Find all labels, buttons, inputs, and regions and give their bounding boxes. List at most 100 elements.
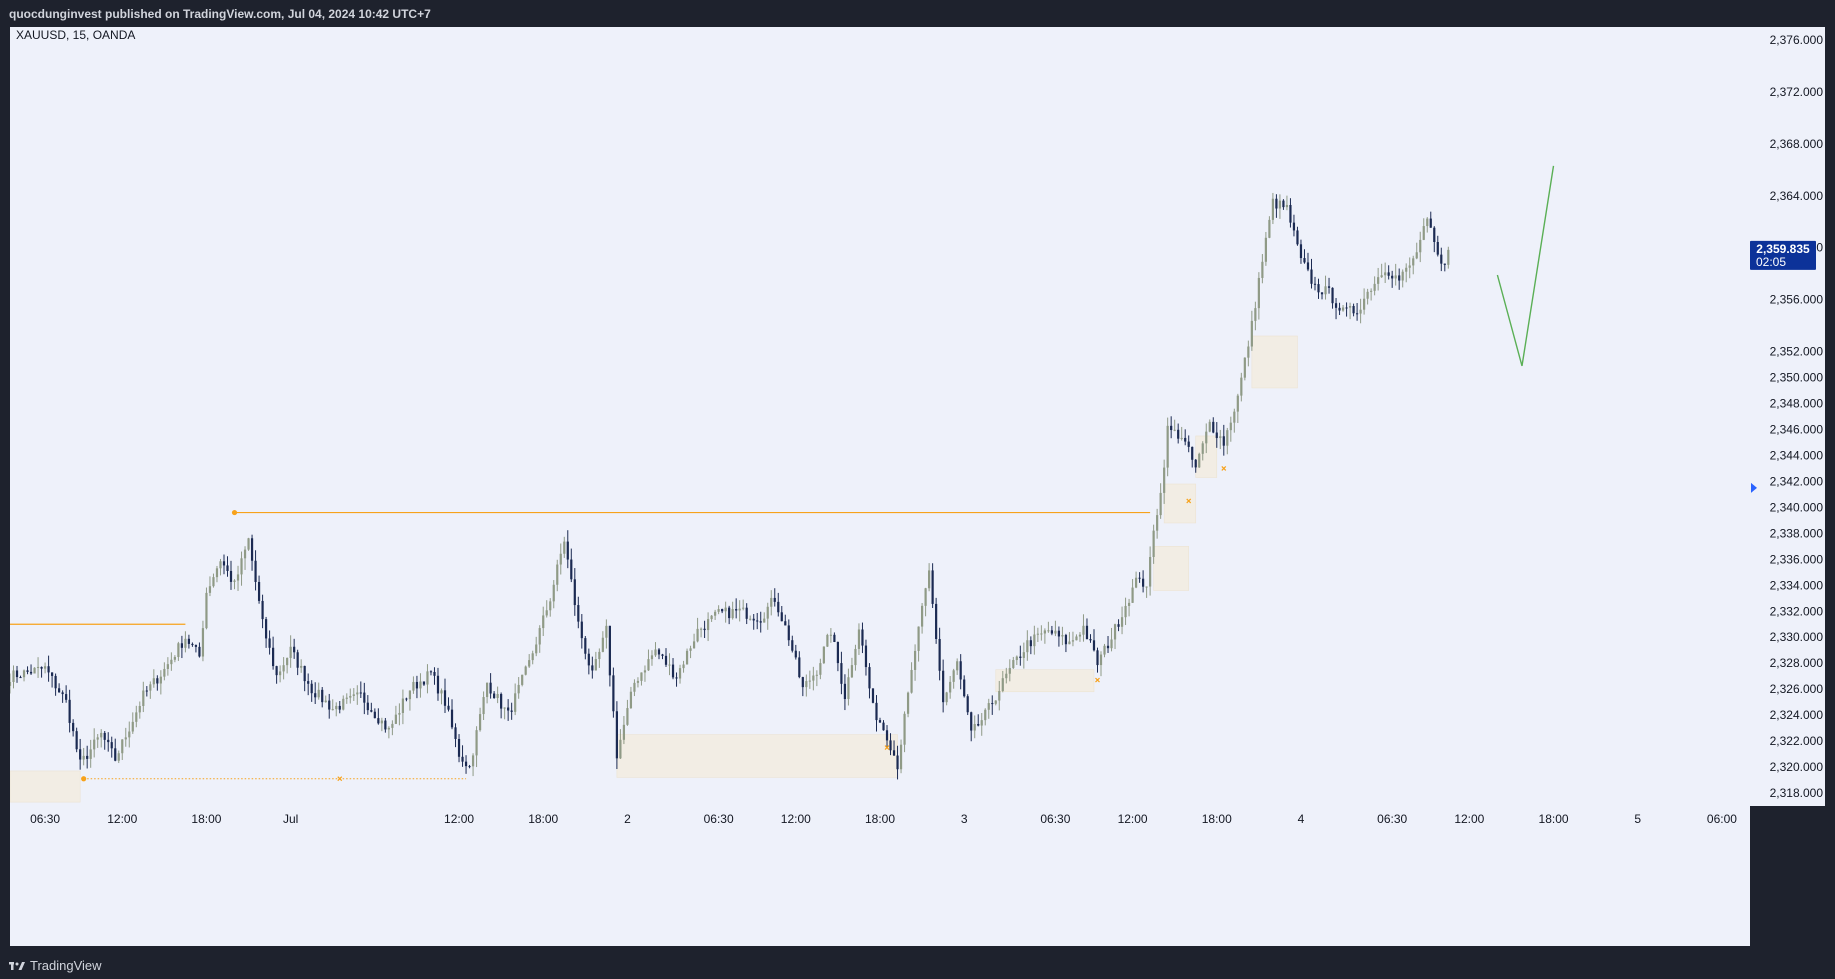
y-tick-label: 2,336.000	[1770, 552, 1824, 566]
candle-body	[1433, 227, 1436, 242]
candle	[243, 546, 247, 570]
y-axis[interactable]: 2,318.000 2,320.000 2,322.000 2,324.000 2,32…	[1751, 33, 1823, 800]
candle-body	[335, 705, 338, 710]
candle-body	[1296, 230, 1299, 245]
candle	[1127, 598, 1131, 617]
candle	[531, 650, 534, 665]
candle	[710, 615, 713, 622]
candle	[1145, 586, 1148, 598]
candle	[587, 648, 590, 675]
candle-body	[1236, 395, 1239, 412]
candle-body	[615, 711, 618, 759]
zones-layer	[10, 335, 1298, 803]
candle-body	[156, 678, 159, 684]
candle-body	[1134, 577, 1138, 588]
candle	[1096, 647, 1099, 673]
candle-body	[1198, 453, 1201, 468]
candle-body	[82, 755, 85, 760]
candle	[401, 689, 405, 725]
candle-body	[1426, 218, 1429, 227]
candle	[1341, 305, 1345, 312]
candle	[1264, 231, 1267, 266]
candle	[980, 713, 983, 736]
candle-body	[12, 670, 15, 683]
candle-body	[36, 666, 40, 668]
candle-body	[759, 621, 762, 623]
candle	[471, 753, 475, 777]
candle-body	[633, 682, 636, 692]
candle-body	[935, 603, 938, 639]
candle	[142, 681, 145, 713]
candle-body	[159, 676, 162, 684]
candle-body	[591, 665, 594, 671]
candle	[773, 588, 776, 607]
candle-body	[664, 655, 668, 665]
candle-body	[938, 638, 941, 671]
candle-body	[86, 755, 89, 759]
candle	[1194, 458, 1197, 473]
tradingview-brand[interactable]: TradingView	[9, 952, 102, 979]
candle-body	[429, 671, 433, 673]
candle-body	[289, 646, 292, 658]
candle	[766, 602, 769, 630]
candle	[1149, 546, 1152, 596]
candle	[485, 682, 489, 704]
candle-body	[1022, 652, 1025, 658]
chart-frame[interactable]: XAUUSD, 15, OANDA 2,318.000 2,320.000 2,32…	[10, 27, 1825, 946]
candle-body	[808, 680, 811, 682]
candle	[728, 605, 731, 625]
candle-body	[752, 618, 755, 621]
candle	[114, 738, 117, 762]
candle-body	[1117, 624, 1120, 627]
candle-body	[212, 577, 215, 587]
candle	[601, 631, 604, 653]
candle	[194, 644, 198, 653]
markers-layer	[337, 466, 1227, 782]
candle-body	[387, 727, 390, 730]
y-tick-label: 2,368.000	[1770, 137, 1824, 151]
candle	[100, 729, 103, 748]
candle-body	[1345, 307, 1348, 309]
candle	[138, 701, 141, 719]
candle-body	[257, 581, 261, 601]
y-tick-label: 2,352.000	[1770, 345, 1824, 359]
candle-body	[29, 671, 33, 674]
candle	[808, 670, 811, 689]
alert-triangle-icon[interactable]	[1751, 482, 1757, 493]
candle	[1040, 625, 1043, 641]
candle	[1401, 269, 1404, 288]
candle-body	[1005, 673, 1008, 679]
candle	[605, 619, 608, 649]
candle-body	[784, 621, 787, 626]
y-tick-label: 2,344.000	[1770, 448, 1824, 462]
candle-body	[1170, 425, 1173, 431]
candle-body	[829, 634, 832, 636]
candle-body	[822, 646, 825, 664]
x-axis-panel[interactable]	[10, 806, 1750, 946]
candle-body	[293, 646, 296, 653]
candle	[689, 645, 692, 659]
candle-body	[1194, 459, 1197, 468]
candle	[29, 664, 33, 675]
x-axis[interactable]: 06:30 12:00 18:00 Jul 12:00 18:00 2 06:30 12:00 1…	[30, 812, 1737, 826]
candle	[640, 672, 643, 686]
candle	[26, 666, 29, 675]
candle-body	[471, 755, 475, 767]
candle	[503, 707, 506, 720]
candle	[461, 745, 464, 767]
x-tick-label: 18:00	[1539, 812, 1569, 826]
candle-body	[899, 744, 903, 770]
candle-body	[854, 648, 857, 666]
x-tick-label: 06:30	[704, 812, 734, 826]
candle	[552, 580, 555, 609]
candlestick-chart[interactable]: XAUUSD, 15, OANDA 2,318.000 2,320.000 2,32…	[10, 27, 1825, 946]
candle	[1043, 628, 1046, 644]
candle	[984, 708, 987, 726]
candle-body	[26, 670, 29, 672]
candle-body	[1264, 237, 1267, 262]
y-axis-panel[interactable]	[1750, 27, 1825, 806]
candle	[261, 594, 264, 629]
candle-body	[1166, 425, 1169, 468]
candle-body	[363, 692, 366, 703]
candle-body	[1008, 667, 1011, 674]
